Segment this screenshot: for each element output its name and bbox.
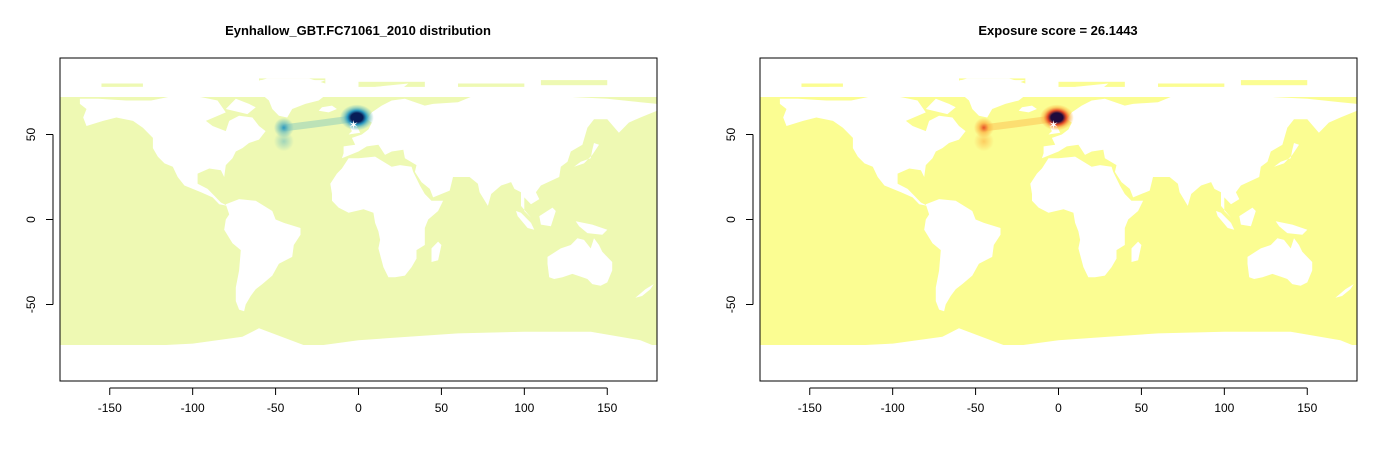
landmass-new-guinea xyxy=(575,221,608,235)
y-tick-label: 50 xyxy=(724,128,738,142)
y-tick-label: 0 xyxy=(24,216,38,223)
x-tick-label: -150 xyxy=(98,401,122,415)
landmass-arctic-island xyxy=(126,86,163,91)
landmass-arctic-island xyxy=(1075,83,1109,91)
landmass-baffin xyxy=(925,98,956,115)
landmass-japan xyxy=(1274,143,1299,167)
x-tick-label: 50 xyxy=(435,401,449,415)
x-tick-label: 150 xyxy=(1297,401,1317,415)
landmass-antarctica xyxy=(60,328,657,356)
x-tick-label: 0 xyxy=(1055,401,1062,415)
landmass-arctic-island xyxy=(959,80,1026,87)
arctic-fragments xyxy=(101,78,608,87)
x-tick-label: 0 xyxy=(355,401,362,415)
hotspot xyxy=(339,104,374,131)
landmass-australia xyxy=(547,238,613,286)
hotspot-layer: ✶ xyxy=(973,104,1074,152)
landmass-antarctica xyxy=(760,328,1357,356)
arctic-water-fragment xyxy=(1240,80,1308,86)
landmass-new-zealand xyxy=(1335,284,1354,298)
landmass-arctic-island xyxy=(441,86,475,94)
landmass-arctic-island xyxy=(1224,86,1291,94)
landmass-south-america xyxy=(924,199,1001,312)
arctic-water-fragment xyxy=(540,80,608,86)
landmass-arctic-island xyxy=(826,86,863,91)
arctic-water-fragment xyxy=(358,81,425,87)
landmass-baffin xyxy=(225,98,256,115)
y-tick-label: -50 xyxy=(724,296,738,314)
colony-marker-icon: ✶ xyxy=(348,118,358,132)
arctic-fragments xyxy=(801,78,1308,87)
landmass-arctic-island xyxy=(876,83,935,92)
arctic-water-fragment xyxy=(801,83,843,87)
x-tick-label: -100 xyxy=(181,401,205,415)
landmass-new-zealand xyxy=(635,284,654,298)
landmass-new-guinea xyxy=(1275,221,1308,235)
landmass-japan xyxy=(574,143,599,167)
land-mask xyxy=(60,78,657,356)
arctic-water-fragment xyxy=(1158,83,1225,87)
x-tick-label: 100 xyxy=(1214,401,1234,415)
y-tick-label: 0 xyxy=(724,216,738,223)
arctic-water-fragment xyxy=(1058,81,1125,87)
landmass-eurasia xyxy=(341,88,657,218)
landmass-sumatra xyxy=(516,211,535,230)
landmass-iceland xyxy=(1018,105,1037,113)
hotspot-layer: ✶ xyxy=(273,104,374,152)
landmass-borneo xyxy=(1239,207,1256,227)
hotspot xyxy=(973,131,994,152)
landmass-iceland xyxy=(318,105,337,113)
x-axis: -150 -100 -50 0 50 100 150 xyxy=(798,387,1318,415)
land-mask xyxy=(760,78,1357,356)
x-axis: -150 -100 -50 0 50 100 150 xyxy=(98,387,618,415)
plot-frame xyxy=(759,57,1358,382)
x-tick-label: -50 xyxy=(267,401,285,415)
landmass-south-america xyxy=(224,199,301,312)
x-tick-label: 100 xyxy=(514,401,534,415)
arctic-water-fragment xyxy=(101,83,143,87)
landmass-eurasia xyxy=(1041,88,1357,218)
landmass-arctic-island xyxy=(259,80,326,87)
landmass-africa xyxy=(330,156,444,278)
landmass-greenland xyxy=(242,78,326,118)
landmass-borneo xyxy=(539,207,556,227)
x-tick-label: 50 xyxy=(1135,401,1149,415)
landmass-madagascar xyxy=(431,241,442,262)
x-tick-label: -100 xyxy=(881,401,905,415)
landmass-madagascar xyxy=(1131,241,1142,262)
x-tick-label: -50 xyxy=(967,401,985,415)
arctic-water-fragment xyxy=(458,83,525,87)
plot-frame xyxy=(59,57,658,382)
y-axis: 50 0 -50 xyxy=(24,128,54,314)
chart-title: Eynhallow_GBT.FC71061_2010 distribution xyxy=(225,23,491,38)
landmass-arctic-island xyxy=(524,86,591,94)
landmass-greenland xyxy=(942,78,1026,118)
y-axis: 50 0 -50 xyxy=(724,128,754,314)
chart-title: Exposure score = 26.1443 xyxy=(978,23,1137,38)
landmass-sumatra xyxy=(1216,211,1235,230)
hotspot xyxy=(1039,104,1074,131)
landmass-north-america xyxy=(79,95,266,206)
landmass-africa xyxy=(1030,156,1144,278)
distribution-panel: Eynhallow_GBT.FC71061_2010 distribution … xyxy=(24,23,658,415)
x-tick-label: 150 xyxy=(597,401,617,415)
y-tick-label: -50 xyxy=(24,296,38,314)
x-tick-label: -150 xyxy=(798,401,822,415)
landmass-arctic-island xyxy=(1141,86,1175,94)
landmass-australia xyxy=(1247,238,1313,286)
landmass-north-america xyxy=(779,95,966,206)
colony-marker-icon: ✶ xyxy=(1048,118,1058,132)
landmass-arctic-island xyxy=(375,83,409,91)
exposure-panel: Exposure score = 26.1443 ✶ -150 -100 -50 0 5… xyxy=(724,23,1358,415)
landmass-arctic-island xyxy=(176,83,235,92)
y-tick-label: 50 xyxy=(24,128,38,142)
hotspot xyxy=(273,131,294,152)
